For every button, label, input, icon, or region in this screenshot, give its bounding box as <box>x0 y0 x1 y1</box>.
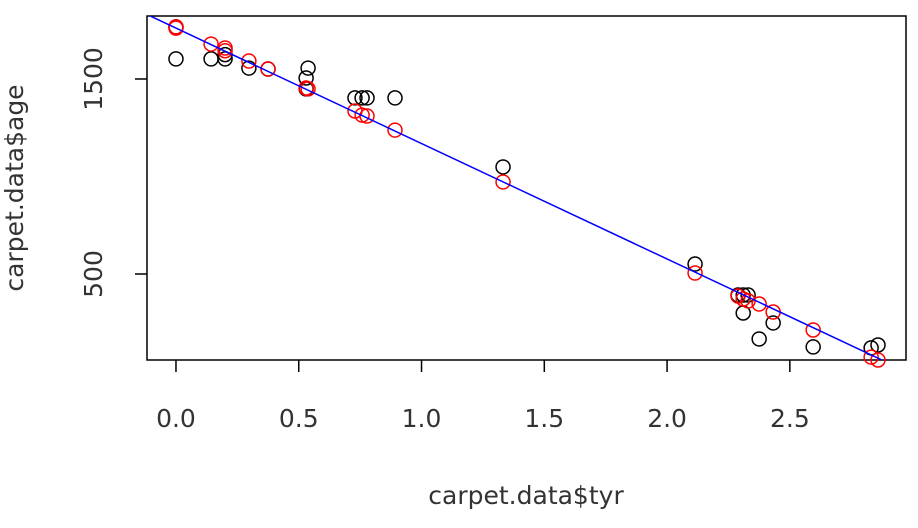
point <box>805 339 821 355</box>
point <box>751 331 767 347</box>
point <box>387 90 403 106</box>
point <box>805 322 821 338</box>
y-axis-label: carpet.data$age <box>0 84 29 291</box>
point <box>203 36 219 52</box>
point <box>300 81 316 97</box>
plot-box <box>146 15 907 361</box>
x-tick-label: 2.5 <box>770 404 810 433</box>
point <box>168 19 184 35</box>
x-axis-label: carpet.data$tyr <box>428 481 624 510</box>
x-tick-label: 0.0 <box>156 404 196 433</box>
point <box>217 42 233 59</box>
x-tick-label: 1.5 <box>524 404 564 433</box>
x-tick-label: 0.5 <box>279 404 319 433</box>
point <box>740 287 756 303</box>
x-tick-label: 2.0 <box>647 404 687 433</box>
point <box>168 20 184 36</box>
point <box>260 61 276 77</box>
point <box>870 352 886 368</box>
point <box>387 122 403 138</box>
point <box>495 174 511 190</box>
point <box>241 53 257 69</box>
point <box>687 256 703 272</box>
point <box>298 70 314 86</box>
point <box>203 51 219 67</box>
point <box>735 287 751 303</box>
point <box>870 337 886 353</box>
point <box>863 349 879 365</box>
y-tick-label: 1500 <box>79 47 108 111</box>
point <box>347 90 363 106</box>
point <box>687 265 703 281</box>
point <box>241 60 257 76</box>
point <box>751 296 767 312</box>
point <box>354 90 370 106</box>
point <box>168 51 184 67</box>
x-tick-label: 1.0 <box>402 404 442 433</box>
point <box>354 107 370 123</box>
point <box>495 159 511 175</box>
point <box>300 60 316 76</box>
point <box>359 90 375 106</box>
y-tick-label: 500 <box>79 250 108 298</box>
point <box>359 108 375 124</box>
point <box>765 315 781 331</box>
fit-line <box>148 16 884 360</box>
